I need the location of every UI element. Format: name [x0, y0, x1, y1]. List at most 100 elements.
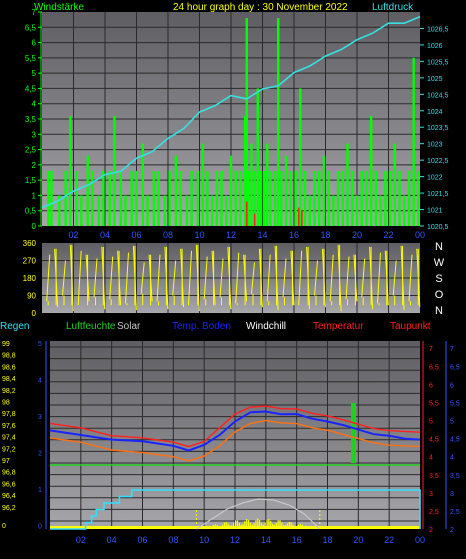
wind-bar — [75, 171, 77, 226]
legend-humidity: Luftfeuchte — [66, 321, 116, 332]
solar-baseline — [50, 526, 420, 529]
x-tick-label: 12 — [226, 230, 236, 240]
x-tick-label: 16 — [292, 535, 302, 545]
wind-bar — [146, 195, 148, 226]
temperature-tick-label: 4,5 — [429, 437, 439, 444]
wind-bar — [342, 171, 344, 226]
wind-bar — [235, 171, 237, 226]
temperature-tick-label: 5,5 — [429, 400, 439, 407]
compass-label: S — [435, 273, 442, 285]
rain-tick-label: 3 — [38, 414, 42, 421]
x-tick-label: 02 — [76, 535, 86, 545]
wind-tick-label: 3 — [32, 130, 37, 139]
left-axis-title: Windstärke — [34, 2, 84, 13]
pressure-tick-label: 1025,5 — [427, 59, 449, 66]
wind-bar — [257, 88, 259, 226]
humidity-tick-label: 99 — [2, 341, 10, 348]
wind-bar — [365, 171, 367, 226]
gust-bar — [298, 208, 300, 226]
wind-bar — [113, 116, 115, 226]
humidity-tick-label: 96,6 — [2, 481, 16, 488]
x-tick-label: 06 — [137, 535, 147, 545]
humidity-tick-label: 97,8 — [2, 411, 16, 418]
wind-bar — [153, 171, 155, 226]
direction-tick-label: 90 — [27, 292, 36, 301]
wind-bar — [225, 195, 227, 226]
temperature-tick-label: 7 — [429, 346, 433, 353]
soil-tick-label: 2 — [450, 527, 454, 534]
wind-bar — [250, 143, 252, 226]
x-tick-label: 00 — [415, 535, 425, 545]
x-tick-label: 02 — [68, 230, 78, 240]
wind-tick-label: 7 — [32, 8, 37, 17]
x-tick-label: 04 — [100, 230, 110, 240]
wind-tick-label: 1,5 — [25, 176, 37, 185]
legend-rain: Regen — [0, 321, 29, 332]
humidity-tick-label: 96,2 — [2, 505, 16, 512]
wind-bar — [91, 171, 93, 226]
humidity-tick-label: 0 — [2, 523, 6, 530]
temperature-tick-label: 6,5 — [429, 364, 439, 371]
wind-bar — [280, 171, 282, 226]
wind-bar — [109, 171, 111, 226]
rain-tick-label: 2 — [38, 451, 42, 458]
wind-bar — [98, 195, 100, 226]
wind-tick-label: 5 — [32, 69, 37, 78]
wind-bar — [260, 171, 262, 226]
humidity-tick-label: 98,2 — [2, 388, 16, 395]
wind-bar — [47, 171, 49, 226]
wind-bar — [351, 171, 353, 226]
wind-tick-label: 2 — [32, 161, 37, 170]
pressure-tick-label: 1022 — [427, 175, 443, 182]
x-tick-label: 10 — [194, 230, 204, 240]
direction-tick-label: 0 — [32, 309, 37, 318]
x-tick-label: 22 — [384, 535, 394, 545]
wind-bar — [216, 171, 218, 226]
wind-tick-label: 1 — [32, 191, 37, 200]
temperature-axis-ticks: 76,565,554,543,532,52 — [423, 341, 439, 534]
wind-bar — [408, 171, 410, 226]
wind-bar — [131, 171, 133, 226]
gust-bar — [254, 214, 256, 226]
legend-soil: Temp. Boden — [172, 321, 231, 332]
temperature-tick-label: 2,5 — [429, 509, 439, 516]
wind-bar — [370, 116, 372, 226]
temperature-tick-label: 6 — [429, 382, 433, 389]
wind-tick-label: 6,5 — [25, 23, 37, 32]
pressure-tick-label: 1021,5 — [427, 191, 449, 198]
wind-bar — [398, 171, 400, 226]
humidity-tick-label: 97,4 — [2, 435, 16, 442]
pressure-tick-label: 1022,5 — [427, 158, 449, 165]
rain-tick-label: 1 — [38, 487, 42, 494]
compass-label: O — [435, 289, 444, 301]
x-tick-label: 00 — [415, 230, 425, 240]
wind-bar — [164, 195, 166, 226]
wind-bar — [69, 116, 71, 226]
wind-bar — [323, 156, 325, 226]
wind-tick-label: 6 — [32, 39, 37, 48]
x-tick-label: 18 — [320, 230, 330, 240]
right-axis-title: Luftdruck — [372, 2, 414, 13]
rain-tick-label: 0 — [38, 524, 42, 531]
pressure-tick-label: 1023 — [427, 142, 443, 149]
compass-label: N — [435, 241, 443, 253]
compass-label: W — [434, 257, 445, 269]
wind-bar — [318, 171, 320, 226]
temperature-tick-label: 2 — [429, 527, 433, 534]
wind-bar — [299, 88, 301, 226]
wind-bar — [175, 156, 177, 226]
wind-bar — [135, 171, 137, 226]
wind-tick-label: 0,5 — [25, 207, 37, 216]
panel1-left-ticks: 76,565,554,543,532,521,510,50 — [25, 8, 42, 231]
wind-tick-label: 5,5 — [25, 54, 37, 63]
soil-tick-label: 4 — [450, 455, 454, 462]
wind-tick-label: 2,5 — [25, 146, 37, 155]
soil-tick-label: 4,5 — [450, 437, 460, 444]
wind-bar — [313, 171, 315, 226]
temperature-tick-label: 4 — [429, 455, 433, 462]
